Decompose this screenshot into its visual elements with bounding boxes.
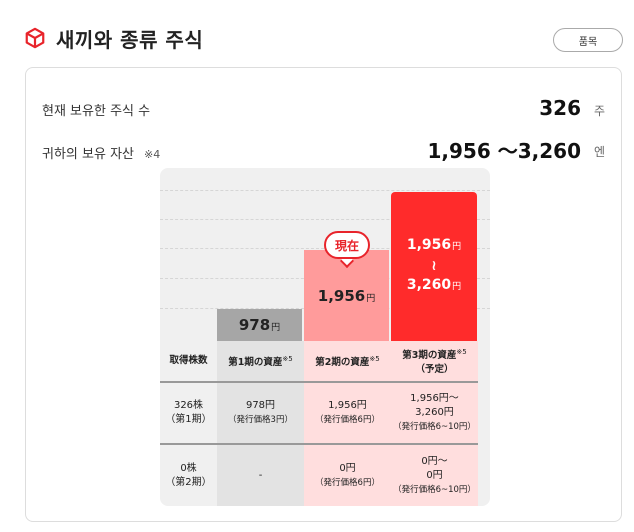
table-cell: 0円～ 0円 （発行価格6~10円） (391, 445, 478, 506)
box-icon (25, 27, 45, 49)
table-cell: 1,956円～ 3,260円 （発行価格6~10円） (391, 383, 478, 443)
bar-label: 978円 (238, 316, 281, 334)
item-button[interactable]: 품목 (553, 28, 623, 52)
shares-unit: 주 (593, 104, 605, 118)
asset-chart: 978円 1,956円 1,956円 ≀ 3,260円 現在 取得株数 第1期の資産… (160, 168, 490, 506)
row-divider (160, 381, 478, 383)
table-cell: 978円 （発行価格3円） (217, 383, 304, 443)
shares-label: 현재 보유한 주식 수 (42, 104, 151, 119)
table-cell: 0円 （発行価格6円） (304, 445, 391, 506)
assets-label-row: 귀하의 보유 자산 ※4 (42, 143, 160, 162)
table-cell: 326株 （第1期） (165, 400, 212, 425)
shares-value: 326 (539, 96, 581, 120)
table-cell: 0株 （第2期） (165, 462, 212, 488)
assets-label: 귀하의 보유 자산 (42, 147, 134, 162)
table-cell: - (217, 445, 304, 506)
bar-period-1: 978円 (217, 309, 302, 341)
table-header: 第1期の資産※5 (217, 341, 304, 381)
current-badge: 現在 (324, 231, 370, 259)
table-header: 取得株数 (169, 355, 208, 366)
table-cell: 1,956円 （発行価格6円） (304, 383, 391, 443)
holdings-card: 현재 보유한 주식 수 326 주 귀하의 보유 자산 ※4 1,956 ～3,2… (25, 67, 622, 522)
table-header: 第2期の資産※5 (304, 341, 391, 381)
bar-period-3: 1,956円 ≀ 3,260円 (391, 192, 477, 341)
page-title: 새끼와 종류 주식 (56, 27, 204, 52)
gridline (160, 219, 490, 220)
asset-table: 取得株数 第1期の資産※5 第2期の資産※5 第3期の資産※5 （予定） 326株… (160, 341, 490, 506)
assets-unit: 엔 (593, 145, 605, 159)
assets-note: ※4 (144, 148, 161, 161)
row-divider (160, 443, 478, 445)
bar-label: 1,956円 (317, 286, 376, 305)
table-header: 第3期の資産※5 （予定） (391, 341, 478, 381)
bar-label: 1,956円 ≀ 3,260円 (406, 237, 462, 293)
gridline (160, 190, 490, 191)
page-header: 새끼와 종류 주식 (24, 22, 203, 54)
assets-value: 1,956 ～3,260 (427, 139, 582, 163)
